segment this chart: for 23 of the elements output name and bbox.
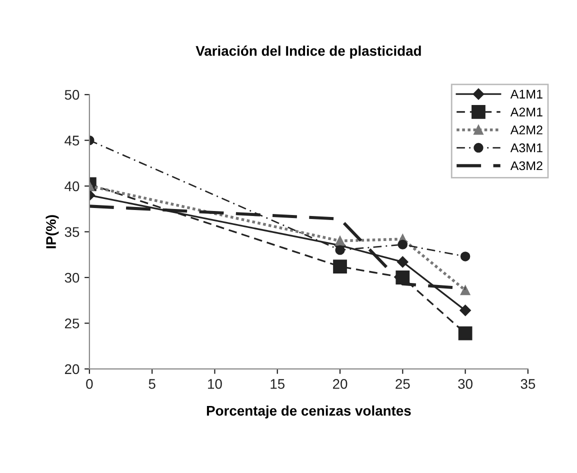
x-tick-label: 5 — [148, 379, 156, 389]
x-tick-label: 0 — [86, 379, 93, 389]
legend-label: A1M1 — [510, 90, 542, 98]
x-tick-label: 20 — [332, 379, 348, 389]
x-tick-label: 30 — [458, 379, 472, 389]
x-axis-title: Porcentaje de cenizas volantes — [206, 406, 411, 418]
y-tick-label: 40 — [64, 181, 80, 192]
x-tick-label: 15 — [270, 379, 285, 389]
y-axis-title: IP(%) — [46, 215, 59, 248]
y-tick-label: 50 — [64, 90, 80, 100]
legend-label: A3M1 — [510, 143, 542, 152]
y-tick-label: 30 — [64, 272, 80, 283]
legend-label: A2M1 — [510, 108, 542, 116]
x-tick-label: 10 — [208, 379, 222, 389]
chart-title: Variación del Indice de plasticidad — [196, 46, 421, 59]
legend-label: A3M2 — [510, 161, 542, 170]
y-tick-label: 35 — [64, 227, 80, 237]
y-tick-label: 20 — [64, 364, 80, 374]
legend-label: A2M2 — [510, 126, 542, 134]
y-tick-label: 45 — [64, 136, 80, 146]
x-tick-label: 25 — [396, 379, 410, 389]
x-tick-label: 35 — [520, 379, 536, 389]
y-tick-label: 25 — [64, 318, 80, 328]
